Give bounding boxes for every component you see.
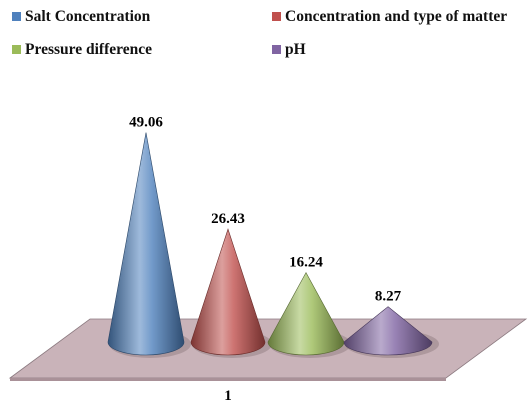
cone-bar bbox=[267, 272, 345, 356]
legend-item-concentration-and-type-of-matter: Concentration and type of matter bbox=[272, 8, 507, 25]
cone-bar bbox=[107, 132, 185, 356]
legend-swatch bbox=[12, 12, 21, 21]
legend-label: Pressure difference bbox=[25, 41, 152, 58]
data-label: 49.06 bbox=[129, 115, 163, 131]
cone-series-group bbox=[107, 132, 439, 358]
cone-pressure-difference bbox=[267, 272, 351, 358]
legend-item-salt-concentration: Salt Concentration bbox=[12, 8, 151, 25]
legend-swatch bbox=[272, 45, 281, 54]
cone-ph bbox=[343, 306, 439, 358]
legend-label: Concentration and type of matter bbox=[285, 8, 507, 25]
floor-edge bbox=[10, 378, 446, 381]
cone-salt-concentration bbox=[107, 132, 191, 358]
data-labels: 49.06 26.43 16.24 8.27 bbox=[129, 115, 402, 305]
cone-bar bbox=[190, 228, 266, 356]
legend-item-pressure-difference: Pressure difference bbox=[12, 41, 152, 58]
cone-bar bbox=[343, 306, 433, 356]
data-label: 16.24 bbox=[289, 255, 323, 271]
legend-swatch bbox=[272, 12, 281, 21]
legend-label: Salt Concentration bbox=[25, 8, 151, 25]
legend-swatch bbox=[12, 45, 21, 54]
data-label: 26.43 bbox=[211, 211, 245, 227]
legend-item-ph: pH bbox=[272, 41, 306, 58]
legend: Salt Concentration Concentration and typ… bbox=[12, 8, 507, 58]
cone-concentration-and-type-of-matter bbox=[190, 228, 272, 358]
data-label: 8.27 bbox=[375, 289, 402, 305]
x-axis-tick-label: 1 bbox=[224, 388, 232, 403]
legend-label: pH bbox=[285, 41, 306, 58]
